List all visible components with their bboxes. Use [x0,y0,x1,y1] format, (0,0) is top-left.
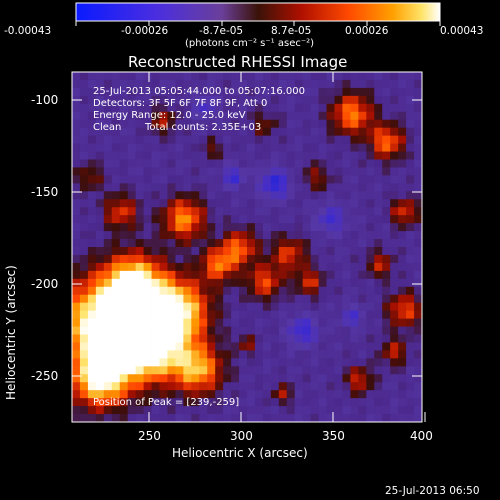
colorbar-tick-label: -0.00043 [4,25,52,37]
y-axis-ticks [72,99,422,377]
x-tick-label: 300 [230,429,253,443]
rhessi-image [72,72,423,423]
colorbar-tick-label: -8.7e-05 [199,25,244,37]
image-frame [71,71,423,423]
footer-timestamp: 25-Jul-2013 06:50 [385,485,480,497]
info-energy: Energy Range: 12.0 - 25.0 keV [93,110,246,121]
x-axis-label: Heliocentric X (arcsec) [172,446,308,460]
info-detectors: Detectors: 3F 5F 6F 7F 8F 9F, Att 0 [93,98,268,109]
x-tick-label: 400 [410,429,433,443]
info-method: Clean [93,122,122,133]
info-counts: Total counts: 2.35E+03 [145,122,262,133]
x-tick-label: 250 [138,429,161,443]
colorbar-tick-label: 0.00026 [345,25,389,37]
figure-title: Reconstructed RHESSI Image [128,53,348,71]
colorbar-tick-label: 8.7e-05 [271,25,312,37]
y-axis-label: Heliocentric Y (arcsec) [4,265,18,400]
colorbar-tick-label: 0.00043 [440,25,484,37]
info-time-range: 25-Jul-2013 05:05:44.000 to 05:07:16.000 [93,86,305,97]
x-tick-label: 350 [322,429,345,443]
colorbar-unit-label: (photons cm⁻² s⁻¹ asec⁻²) [185,38,315,49]
y-tick-label: -100 [31,93,59,107]
x-axis-ticks [148,72,426,422]
y-tick-label: -250 [31,369,59,383]
colorbar-tick-label: -0.00026 [121,25,169,37]
image-pixels [72,72,423,423]
colorbar-frame [75,2,441,22]
y-tick-label: -200 [31,277,59,291]
peak-position-label: Position of Peak = [239,-259] [93,397,240,408]
colorbar [76,3,440,21]
colorbar-ticks [75,21,441,26]
y-tick-label: -150 [31,185,59,199]
